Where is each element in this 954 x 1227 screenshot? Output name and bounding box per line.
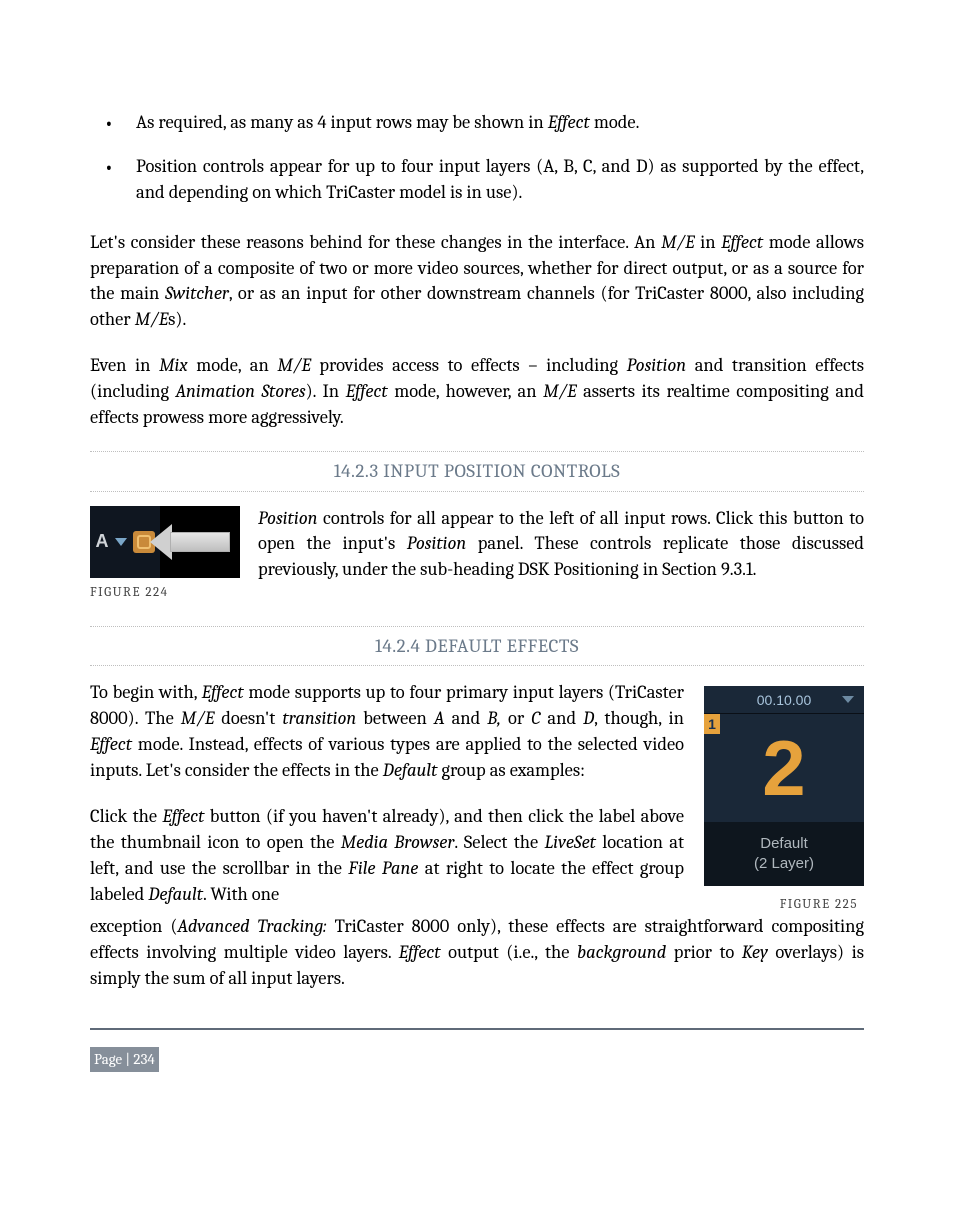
section-rule <box>90 491 864 492</box>
chevron-down-icon <box>115 538 127 546</box>
arrow-shaft <box>170 532 230 552</box>
bullet-item: As required, as many as 4 input rows may… <box>90 110 864 136</box>
figure-224-caption: FIGURE 224 <box>90 584 240 602</box>
bullet-text: mode. <box>590 111 640 133</box>
arrow-annotation <box>150 526 238 558</box>
figure-225-badge: 1 <box>704 714 720 734</box>
section-heading: 14.2.3 INPUT POSITION CONTROLS <box>90 452 864 491</box>
section-heading: 14.2.4 DEFAULT EFFECTS <box>90 627 864 666</box>
figure-225-row: To begin with, Effect mode supports up t… <box>90 680 864 914</box>
figure-225-caption: FIGURE 225 <box>704 896 864 914</box>
figure-224-text: Position controls for all appear to the … <box>258 506 864 584</box>
page-number-badge: Page | 234 <box>90 1047 159 1072</box>
figure-224-image: A <box>90 506 240 578</box>
figure-225-number: 2 <box>762 729 805 807</box>
body-paragraph: exception (Advanced Tracking: TriCaster … <box>90 914 864 992</box>
body-paragraph: Click the Effect button (if you haven't … <box>90 804 684 908</box>
bullet-item: Position controls appear for up to four … <box>90 154 864 206</box>
body-paragraph: To begin with, Effect mode supports up t… <box>90 680 684 784</box>
footer-rule <box>90 1028 864 1030</box>
figure-225-image: 00.10.00 1 2 Default (2 Layer) <box>704 686 864 886</box>
figure-224-column: A FIGURE 224 <box>90 506 240 602</box>
section-heading-container: 14.2.4 DEFAULT EFFECTS <box>90 626 864 667</box>
section-rule <box>90 665 864 666</box>
body-paragraph: Let's consider these reasons behind for … <box>90 230 864 334</box>
page-footer: Page | 234 <box>90 1046 864 1072</box>
figure-224-row: A FIGURE 224 Position controls for all a… <box>90 506 864 602</box>
bullet-em: Effect <box>548 111 590 133</box>
figure-224-letter: A <box>96 529 109 554</box>
section-heading-container: 14.2.3 INPUT POSITION CONTROLS <box>90 451 864 492</box>
figure-225-thumbnail: 1 2 <box>704 714 864 822</box>
figure-225-time: 00.10.00 <box>704 686 864 714</box>
figure-225-text-column: To begin with, Effect mode supports up t… <box>90 680 684 907</box>
bullet-text: Position controls appear for up to four … <box>136 155 864 203</box>
figure-225-label: Default (2 Layer) <box>704 822 864 886</box>
arrow-head-icon <box>150 524 172 560</box>
figure-225-column: 00.10.00 1 2 Default (2 Layer) FIGURE 22… <box>704 680 864 914</box>
body-paragraph: Even in Mix mode, an M/E provides access… <box>90 353 864 431</box>
chevron-down-icon <box>842 696 854 703</box>
bullet-text: As required, as many as 4 input rows may… <box>136 111 548 133</box>
bullet-list: As required, as many as 4 input rows may… <box>90 110 864 206</box>
